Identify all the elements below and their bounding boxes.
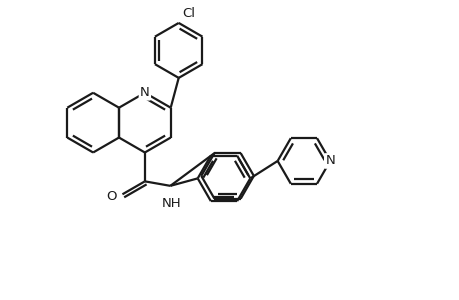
Text: Cl: Cl [182,8,195,20]
Text: N: N [140,86,150,99]
Text: NH: NH [161,197,181,210]
Text: O: O [106,190,116,203]
Text: N: N [325,154,334,167]
